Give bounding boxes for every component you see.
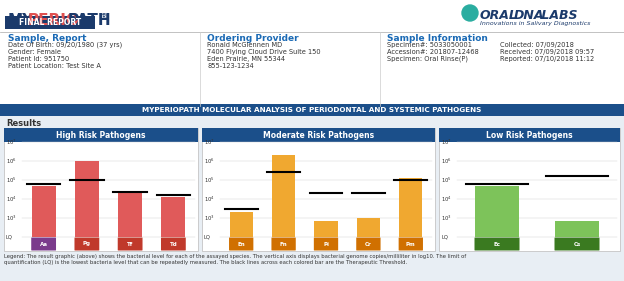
Text: ®: ®	[100, 13, 108, 22]
Text: Aa: Aa	[40, 241, 47, 246]
FancyBboxPatch shape	[5, 16, 95, 29]
Text: $10^5$: $10^5$	[204, 175, 215, 185]
Text: Low Risk Pathogens: Low Risk Pathogens	[486, 130, 573, 139]
Text: Pi: Pi	[323, 241, 329, 246]
Text: Patient Id: 951750: Patient Id: 951750	[8, 56, 69, 62]
FancyBboxPatch shape	[357, 218, 380, 237]
Text: Pg: Pg	[83, 241, 91, 246]
Text: High Risk Pathogens: High Risk Pathogens	[56, 130, 146, 139]
Text: Cr: Cr	[365, 241, 372, 246]
Text: $10^4$: $10^4$	[441, 194, 452, 204]
FancyBboxPatch shape	[271, 237, 296, 250]
Text: Legend: The result graphic (above) shows the bacterial level for each of the ass: Legend: The result graphic (above) shows…	[4, 254, 466, 265]
Text: Innovations in Salivary Diagnostics: Innovations in Salivary Diagnostics	[480, 21, 590, 26]
Text: FINAL REPORT: FINAL REPORT	[19, 18, 81, 27]
Text: Sample Information: Sample Information	[387, 34, 488, 43]
Text: LABS: LABS	[537, 9, 577, 22]
Text: Cs: Cs	[573, 241, 580, 246]
FancyBboxPatch shape	[162, 197, 185, 237]
FancyBboxPatch shape	[399, 237, 423, 250]
Text: LQ: LQ	[441, 235, 448, 239]
Text: PERIO: PERIO	[28, 13, 80, 28]
FancyBboxPatch shape	[118, 237, 142, 250]
FancyBboxPatch shape	[161, 237, 186, 250]
Text: MY: MY	[8, 13, 34, 28]
Text: $10^3$: $10^3$	[441, 213, 452, 223]
Text: En: En	[237, 241, 245, 246]
Text: $10^5$: $10^5$	[6, 175, 17, 185]
Text: Specimen#: 5033050001: Specimen#: 5033050001	[387, 42, 472, 48]
Text: $10^6$: $10^6$	[204, 156, 215, 166]
Text: Results: Results	[6, 119, 41, 128]
FancyBboxPatch shape	[475, 186, 519, 237]
Text: Specimen: Oral Rinse(P): Specimen: Oral Rinse(P)	[387, 56, 468, 62]
Text: LQ: LQ	[204, 235, 211, 239]
Text: LQ: LQ	[6, 235, 13, 239]
Text: Ec: Ec	[494, 241, 500, 246]
Text: Fn: Fn	[280, 241, 288, 246]
Text: Date Of Birth: 09/20/1980 (37 yrs): Date Of Birth: 09/20/1980 (37 yrs)	[8, 42, 122, 49]
FancyBboxPatch shape	[272, 155, 295, 237]
Text: $10^3$: $10^3$	[6, 213, 17, 223]
Text: $10^6$: $10^6$	[6, 156, 17, 166]
FancyBboxPatch shape	[314, 221, 338, 237]
Text: 855-123-1234: 855-123-1234	[207, 63, 254, 69]
Text: $10^3$: $10^3$	[204, 213, 215, 223]
Text: $10^5$: $10^5$	[441, 175, 452, 185]
Text: $10^7$: $10^7$	[204, 137, 215, 147]
Text: $10^4$: $10^4$	[6, 194, 17, 204]
FancyBboxPatch shape	[0, 104, 624, 116]
FancyBboxPatch shape	[439, 128, 620, 251]
FancyBboxPatch shape	[555, 237, 600, 250]
Text: Ronald McGlennen MD: Ronald McGlennen MD	[207, 42, 282, 48]
FancyBboxPatch shape	[439, 128, 620, 142]
Text: $10^7$: $10^7$	[441, 137, 452, 147]
FancyBboxPatch shape	[399, 178, 422, 237]
Text: Ordering Provider: Ordering Provider	[207, 34, 299, 43]
FancyBboxPatch shape	[474, 237, 520, 250]
FancyBboxPatch shape	[202, 128, 435, 251]
FancyBboxPatch shape	[356, 237, 381, 250]
Text: Tf: Tf	[127, 241, 134, 246]
Text: Reported: 07/10/2018 11:12: Reported: 07/10/2018 11:12	[500, 56, 594, 62]
FancyBboxPatch shape	[118, 193, 142, 237]
Text: Patient Location: Test Site A: Patient Location: Test Site A	[8, 63, 101, 69]
Text: $10^7$: $10^7$	[6, 137, 17, 147]
FancyBboxPatch shape	[314, 237, 338, 250]
FancyBboxPatch shape	[4, 128, 198, 251]
Text: PATH: PATH	[68, 13, 112, 28]
FancyBboxPatch shape	[75, 161, 99, 237]
Text: $10^6$: $10^6$	[441, 156, 452, 166]
Circle shape	[462, 5, 478, 21]
FancyBboxPatch shape	[202, 128, 435, 142]
Text: Pm: Pm	[406, 241, 416, 246]
Text: Moderate Risk Pathogens: Moderate Risk Pathogens	[263, 130, 374, 139]
FancyBboxPatch shape	[31, 237, 56, 250]
FancyBboxPatch shape	[32, 186, 56, 237]
Text: 7400 Flying Cloud Drive Suite 150: 7400 Flying Cloud Drive Suite 150	[207, 49, 321, 55]
Text: DNA: DNA	[514, 9, 545, 22]
FancyBboxPatch shape	[555, 221, 599, 237]
Text: ORAL: ORAL	[480, 9, 518, 22]
Text: $10^4$: $10^4$	[204, 194, 215, 204]
Text: Sample, Report: Sample, Report	[8, 34, 87, 43]
Text: Td: Td	[170, 241, 177, 246]
FancyBboxPatch shape	[4, 128, 198, 142]
FancyBboxPatch shape	[230, 212, 253, 237]
FancyBboxPatch shape	[229, 237, 253, 250]
Text: MYPERIOPATH MOLECULAR ANALYSIS OF PERIODONTAL AND SYSTEMIC PATHOGENS: MYPERIOPATH MOLECULAR ANALYSIS OF PERIOD…	[142, 107, 482, 113]
Text: Collected: 07/09/2018: Collected: 07/09/2018	[500, 42, 574, 48]
Text: Received: 07/09/2018 09:57: Received: 07/09/2018 09:57	[500, 49, 594, 55]
Text: Gender: Female: Gender: Female	[8, 49, 61, 55]
FancyBboxPatch shape	[74, 237, 99, 250]
Text: Eden Prairie, MN 55344: Eden Prairie, MN 55344	[207, 56, 285, 62]
FancyBboxPatch shape	[0, 116, 624, 281]
Text: Accession#: 201807-12468: Accession#: 201807-12468	[387, 49, 479, 55]
